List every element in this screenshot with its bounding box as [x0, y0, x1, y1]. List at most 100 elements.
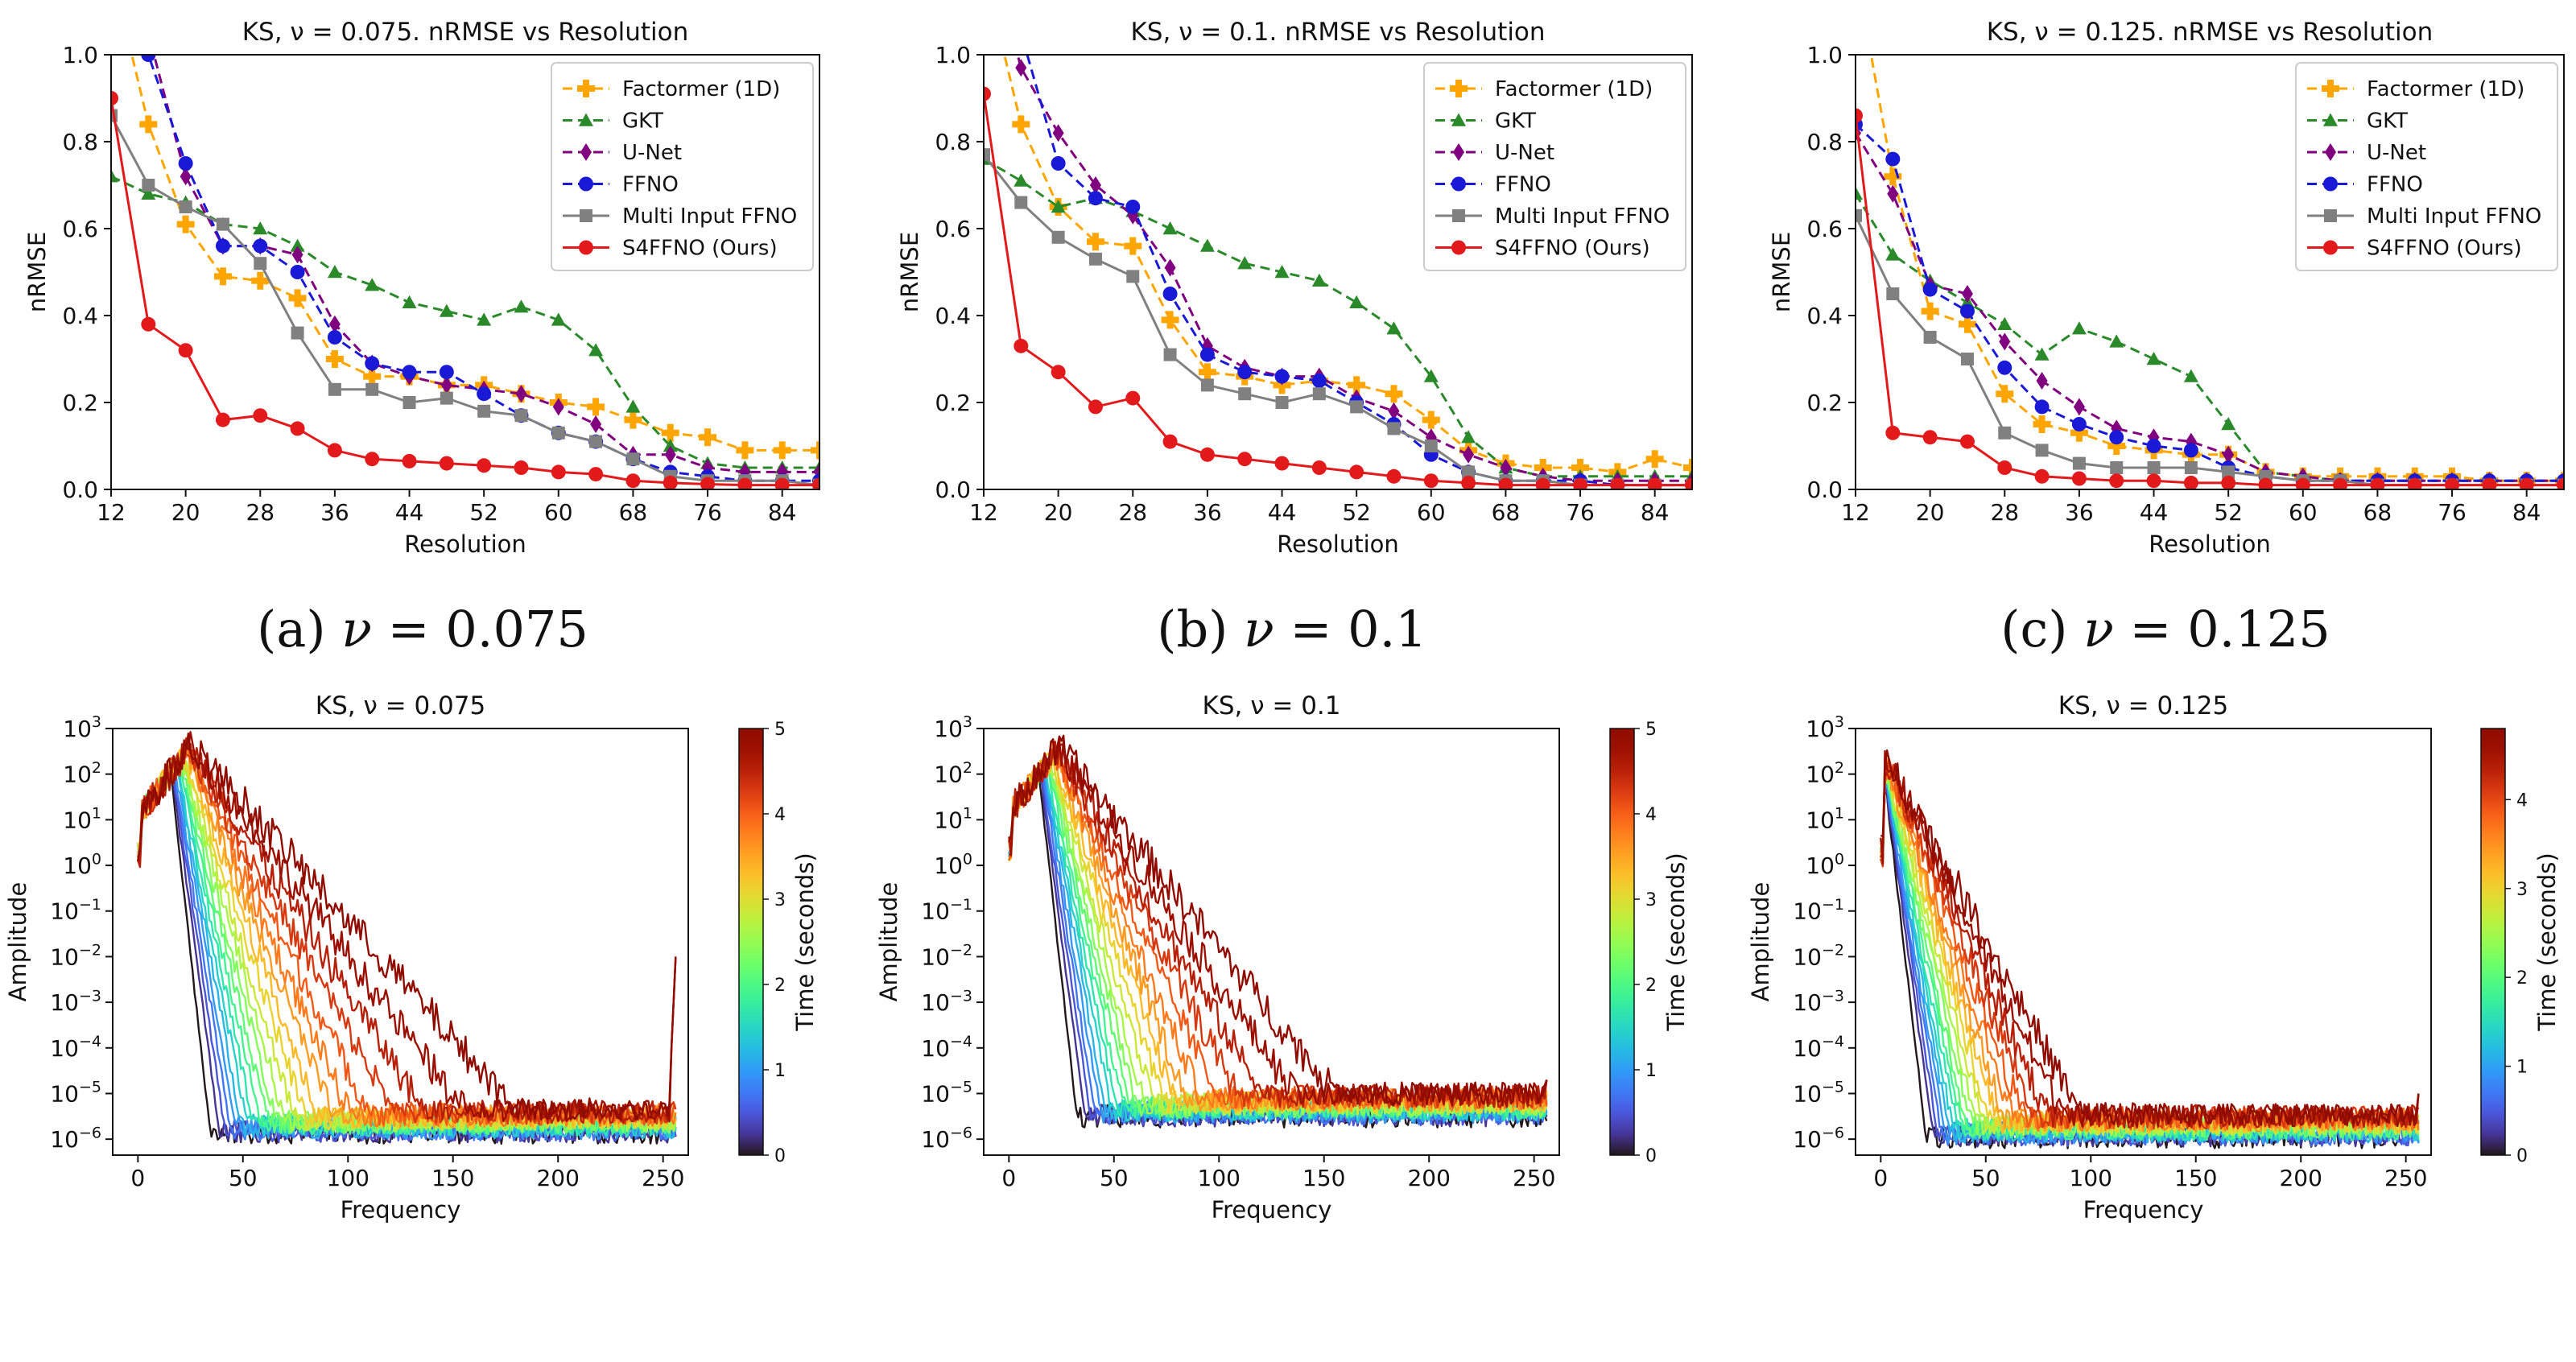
data-point — [141, 55, 156, 62]
plot-area — [111, 55, 819, 489]
y-tick-label: 0.0 — [935, 477, 971, 503]
data-point — [2258, 477, 2273, 489]
data-point — [1198, 363, 1216, 382]
data-point — [1685, 477, 1692, 489]
y-tick-label: 102 — [63, 759, 101, 788]
x-tick-label: 68 — [619, 499, 648, 526]
data-point — [142, 179, 155, 192]
x-axis-label: Resolution — [1277, 530, 1399, 558]
data-point — [439, 303, 454, 317]
data-point — [2036, 372, 2048, 390]
data-point — [2033, 415, 2051, 433]
legend-entry: FFNO — [2367, 173, 2423, 197]
chart-title: KS, ν = 0.125 — [2058, 691, 2228, 720]
caption-b-label: (b) — [1157, 600, 1228, 658]
data-point — [2071, 321, 2087, 335]
y-tick-label: 10−2 — [1793, 942, 1844, 971]
y-tick-label: 101 — [1806, 805, 1844, 834]
data-point — [1498, 477, 1513, 489]
data-point — [2519, 477, 2534, 489]
y-tick-label: 10−5 — [1793, 1079, 1844, 1108]
chart-title: KS, ν = 0.1 — [1202, 691, 1340, 720]
x-tick-label: 200 — [1407, 1165, 1450, 1191]
chart-title: KS, ν = 0.125. nRMSE vs Resolution — [1987, 18, 2434, 47]
legend-entry: U-Net — [2367, 141, 2426, 165]
spectrum-curve — [137, 737, 677, 1125]
data-point — [1014, 196, 1028, 209]
x-tick-label: 60 — [1417, 499, 1446, 526]
series-line — [984, 158, 1692, 478]
data-point — [1461, 475, 1476, 489]
spectrum-chart-0: 0 50 100 150 200 25010−610−510−410−310−210−11… — [4, 691, 819, 1224]
data-point — [402, 396, 416, 409]
colorbar-tick-label: 3 — [2516, 880, 2528, 900]
data-point — [1199, 238, 1215, 252]
data-point — [551, 464, 566, 480]
legend-marker — [2323, 113, 2338, 126]
x-tick-label: 20 — [1916, 499, 1945, 526]
data-point — [1961, 285, 1973, 303]
plot-area — [984, 55, 1692, 489]
data-point — [2184, 461, 2198, 474]
spectrum-curve — [1008, 748, 1548, 1114]
data-point — [1051, 200, 1066, 213]
nrmse-chart-1: 12 20 28 36 44 52 60 68 76 84 0.0 0.2 0.4 0.6 0.8 1.0 KS… — [896, 18, 1693, 558]
data-point — [1885, 425, 1901, 440]
data-point — [1996, 385, 2014, 403]
x-tick-label: 60 — [2289, 499, 2318, 526]
data-point — [2035, 444, 2049, 457]
data-point — [2070, 423, 2088, 442]
data-point — [587, 398, 605, 416]
legend-marker — [579, 176, 593, 192]
data-point — [1886, 287, 1900, 300]
legend-marker — [2322, 80, 2339, 97]
x-tick-label: 44 — [395, 499, 424, 526]
data-point — [2146, 473, 2161, 489]
data-point — [2071, 417, 2087, 431]
colorbar-tick-label: 1 — [1645, 1061, 1657, 1081]
y-tick-label: 10−1 — [921, 896, 972, 925]
legend-entry: Multi Input FFNO — [1495, 204, 1670, 229]
y-tick-label: 10−6 — [1793, 1124, 1844, 1153]
data-point — [625, 399, 641, 413]
data-point — [253, 221, 268, 235]
y-tick-label: 0.0 — [1806, 477, 1843, 503]
data-point — [1535, 477, 1550, 489]
y-tick-label: 100 — [934, 850, 972, 879]
legend-marker — [580, 209, 592, 222]
data-point — [1089, 176, 1101, 194]
legend-entry: Multi Input FFNO — [2367, 204, 2541, 229]
data-point — [1088, 252, 1102, 266]
y-tick-label: 103 — [63, 713, 101, 742]
data-point — [1051, 230, 1065, 244]
data-point — [1856, 108, 1863, 123]
caption-c-label: (c) — [2000, 600, 2068, 658]
data-point — [1086, 233, 1104, 251]
data-point — [2109, 473, 2124, 489]
y-tick-label: 0.6 — [935, 216, 971, 242]
y-tick-label: 100 — [63, 850, 101, 879]
colorbar-tick-label: 3 — [774, 890, 786, 910]
spectrum-curve — [1008, 747, 1548, 1112]
data-point — [2109, 334, 2124, 348]
legend-entry: GKT — [1495, 109, 1536, 134]
data-point — [1463, 445, 1475, 464]
y-tick-label: 0.2 — [935, 390, 971, 416]
data-point — [1922, 430, 1938, 445]
colorbar-label: Time (seconds) — [2533, 852, 2561, 1031]
data-point — [402, 453, 417, 468]
data-point — [1423, 473, 1439, 489]
legend-box — [1423, 62, 1686, 271]
data-point — [180, 167, 192, 186]
chart-title: KS, ν = 0.075 — [316, 691, 485, 720]
data-point — [363, 367, 382, 386]
data-point — [1311, 273, 1327, 287]
colorbar-tick-label: 2 — [1645, 976, 1657, 996]
data-point — [984, 86, 991, 101]
legend-marker — [577, 80, 595, 97]
colorbar-tick-label: 4 — [2516, 790, 2528, 811]
data-point — [700, 477, 716, 489]
colorbar-tick-label: 5 — [774, 720, 786, 740]
x-tick-label: 100 — [1198, 1165, 1241, 1191]
